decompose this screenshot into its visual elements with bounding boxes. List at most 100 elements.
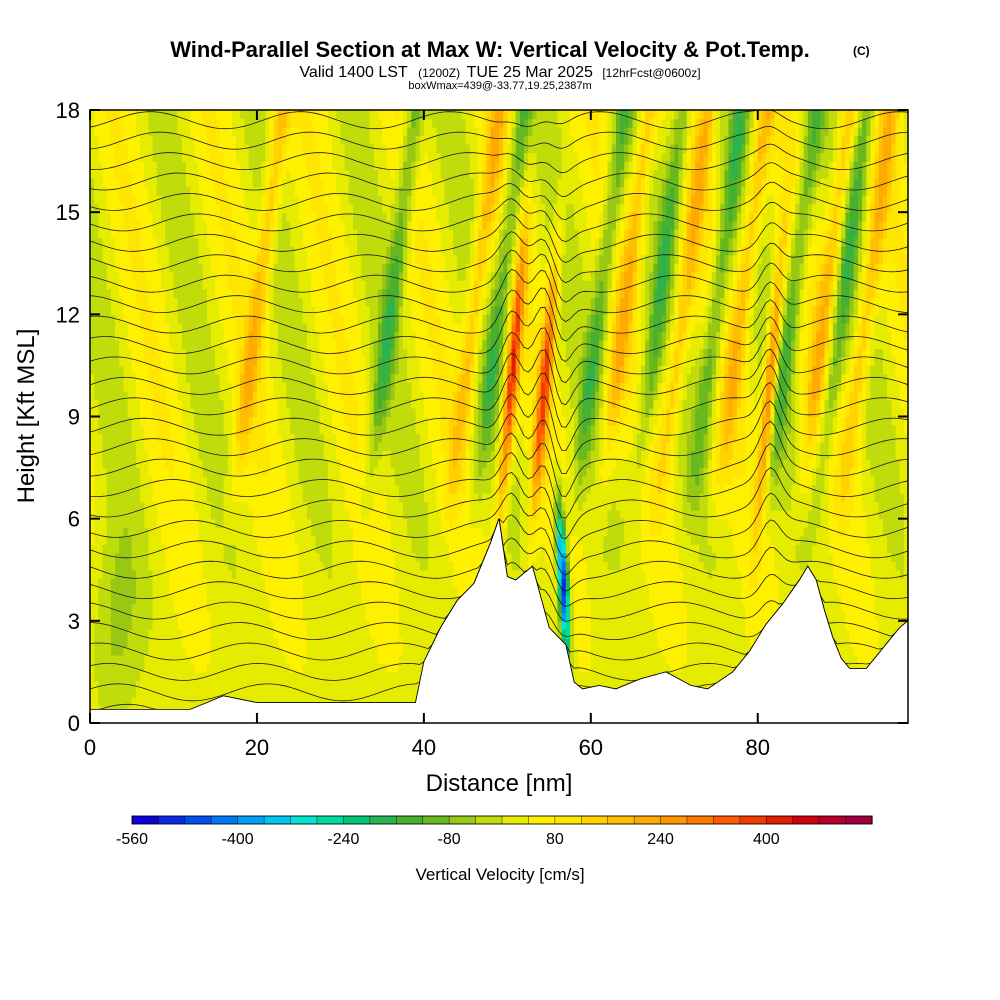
w-cell — [144, 348, 150, 358]
w-cell — [131, 697, 137, 707]
w-cell — [369, 688, 375, 698]
w-cell — [194, 646, 200, 656]
w-cell — [144, 552, 150, 562]
w-cell — [119, 144, 124, 154]
w-cell — [115, 561, 120, 571]
w-cell — [294, 144, 300, 154]
w-cell — [290, 680, 296, 690]
w-cell — [190, 552, 195, 562]
w-cell — [202, 671, 208, 681]
w-cell — [248, 467, 254, 477]
w-cell — [248, 561, 254, 571]
w-cell — [286, 416, 291, 426]
w-cell — [248, 356, 254, 366]
w-cell — [160, 373, 166, 383]
w-cell — [131, 467, 137, 477]
w-cell — [181, 552, 187, 562]
w-cell — [327, 629, 333, 639]
w-cell — [336, 161, 341, 171]
w-cell — [94, 297, 99, 307]
w-cell — [115, 195, 120, 205]
w-cell — [102, 212, 108, 222]
w-cell — [256, 450, 262, 460]
w-cell — [223, 501, 229, 511]
w-cell — [102, 612, 108, 622]
w-cell — [223, 535, 229, 545]
w-cell — [332, 135, 337, 145]
w-cell — [127, 527, 133, 537]
w-cell — [165, 433, 170, 443]
w-cell — [102, 603, 108, 613]
w-cell — [269, 135, 275, 145]
w-cell — [169, 654, 175, 664]
w-cell — [215, 442, 220, 452]
w-cell — [261, 484, 266, 494]
w-cell — [177, 467, 183, 477]
w-cell — [256, 280, 262, 290]
w-cell — [340, 280, 346, 290]
w-cell — [311, 450, 316, 460]
w-cell — [140, 348, 145, 358]
w-cell — [311, 612, 316, 622]
w-cell — [369, 637, 375, 647]
w-cell — [273, 212, 279, 222]
w-cell — [90, 161, 95, 171]
w-cell — [165, 212, 170, 222]
w-cell — [215, 331, 220, 341]
w-cell — [206, 135, 212, 145]
w-cell — [282, 161, 287, 171]
w-cell — [211, 450, 216, 460]
w-cell — [352, 118, 358, 128]
w-cell — [215, 365, 220, 375]
w-cell — [206, 212, 212, 222]
w-cell — [90, 339, 95, 349]
w-cell — [102, 356, 108, 366]
w-cell — [344, 697, 350, 707]
w-cell — [211, 408, 216, 418]
w-cell — [315, 186, 321, 196]
w-cell — [227, 620, 233, 630]
w-cell — [273, 680, 279, 690]
w-cell — [336, 620, 341, 630]
w-cell — [265, 569, 271, 579]
w-cell — [365, 535, 371, 545]
w-cell — [352, 254, 358, 264]
w-cell — [373, 118, 379, 128]
w-cell — [219, 595, 225, 605]
w-cell — [98, 229, 104, 239]
w-cell — [194, 620, 200, 630]
w-cell — [131, 688, 137, 698]
w-cell — [361, 663, 367, 673]
w-cell — [315, 229, 321, 239]
w-cell — [286, 186, 291, 196]
w-cell — [336, 288, 341, 298]
w-cell — [240, 459, 245, 469]
w-cell — [106, 501, 112, 511]
w-cell — [319, 680, 325, 690]
w-cell — [336, 595, 341, 605]
w-cell — [315, 612, 321, 622]
w-cell — [244, 118, 250, 128]
w-cell — [365, 552, 371, 562]
w-cell — [106, 382, 112, 392]
w-cell — [144, 586, 150, 596]
w-cell — [131, 356, 137, 366]
w-cell — [269, 391, 275, 401]
w-cell — [352, 246, 358, 256]
w-cell — [248, 603, 254, 613]
w-cell — [223, 459, 229, 469]
w-cell — [140, 586, 145, 596]
w-cell — [148, 476, 154, 486]
w-cell — [315, 527, 321, 537]
w-cell — [365, 161, 371, 171]
w-cell — [369, 484, 375, 494]
w-cell — [127, 195, 133, 205]
w-cell — [102, 595, 108, 605]
w-cell — [123, 442, 129, 452]
w-cell — [206, 127, 212, 137]
w-cell — [123, 450, 129, 460]
w-cell — [361, 510, 367, 520]
w-cell — [311, 220, 316, 230]
w-cell — [160, 212, 166, 222]
w-cell — [227, 688, 233, 698]
